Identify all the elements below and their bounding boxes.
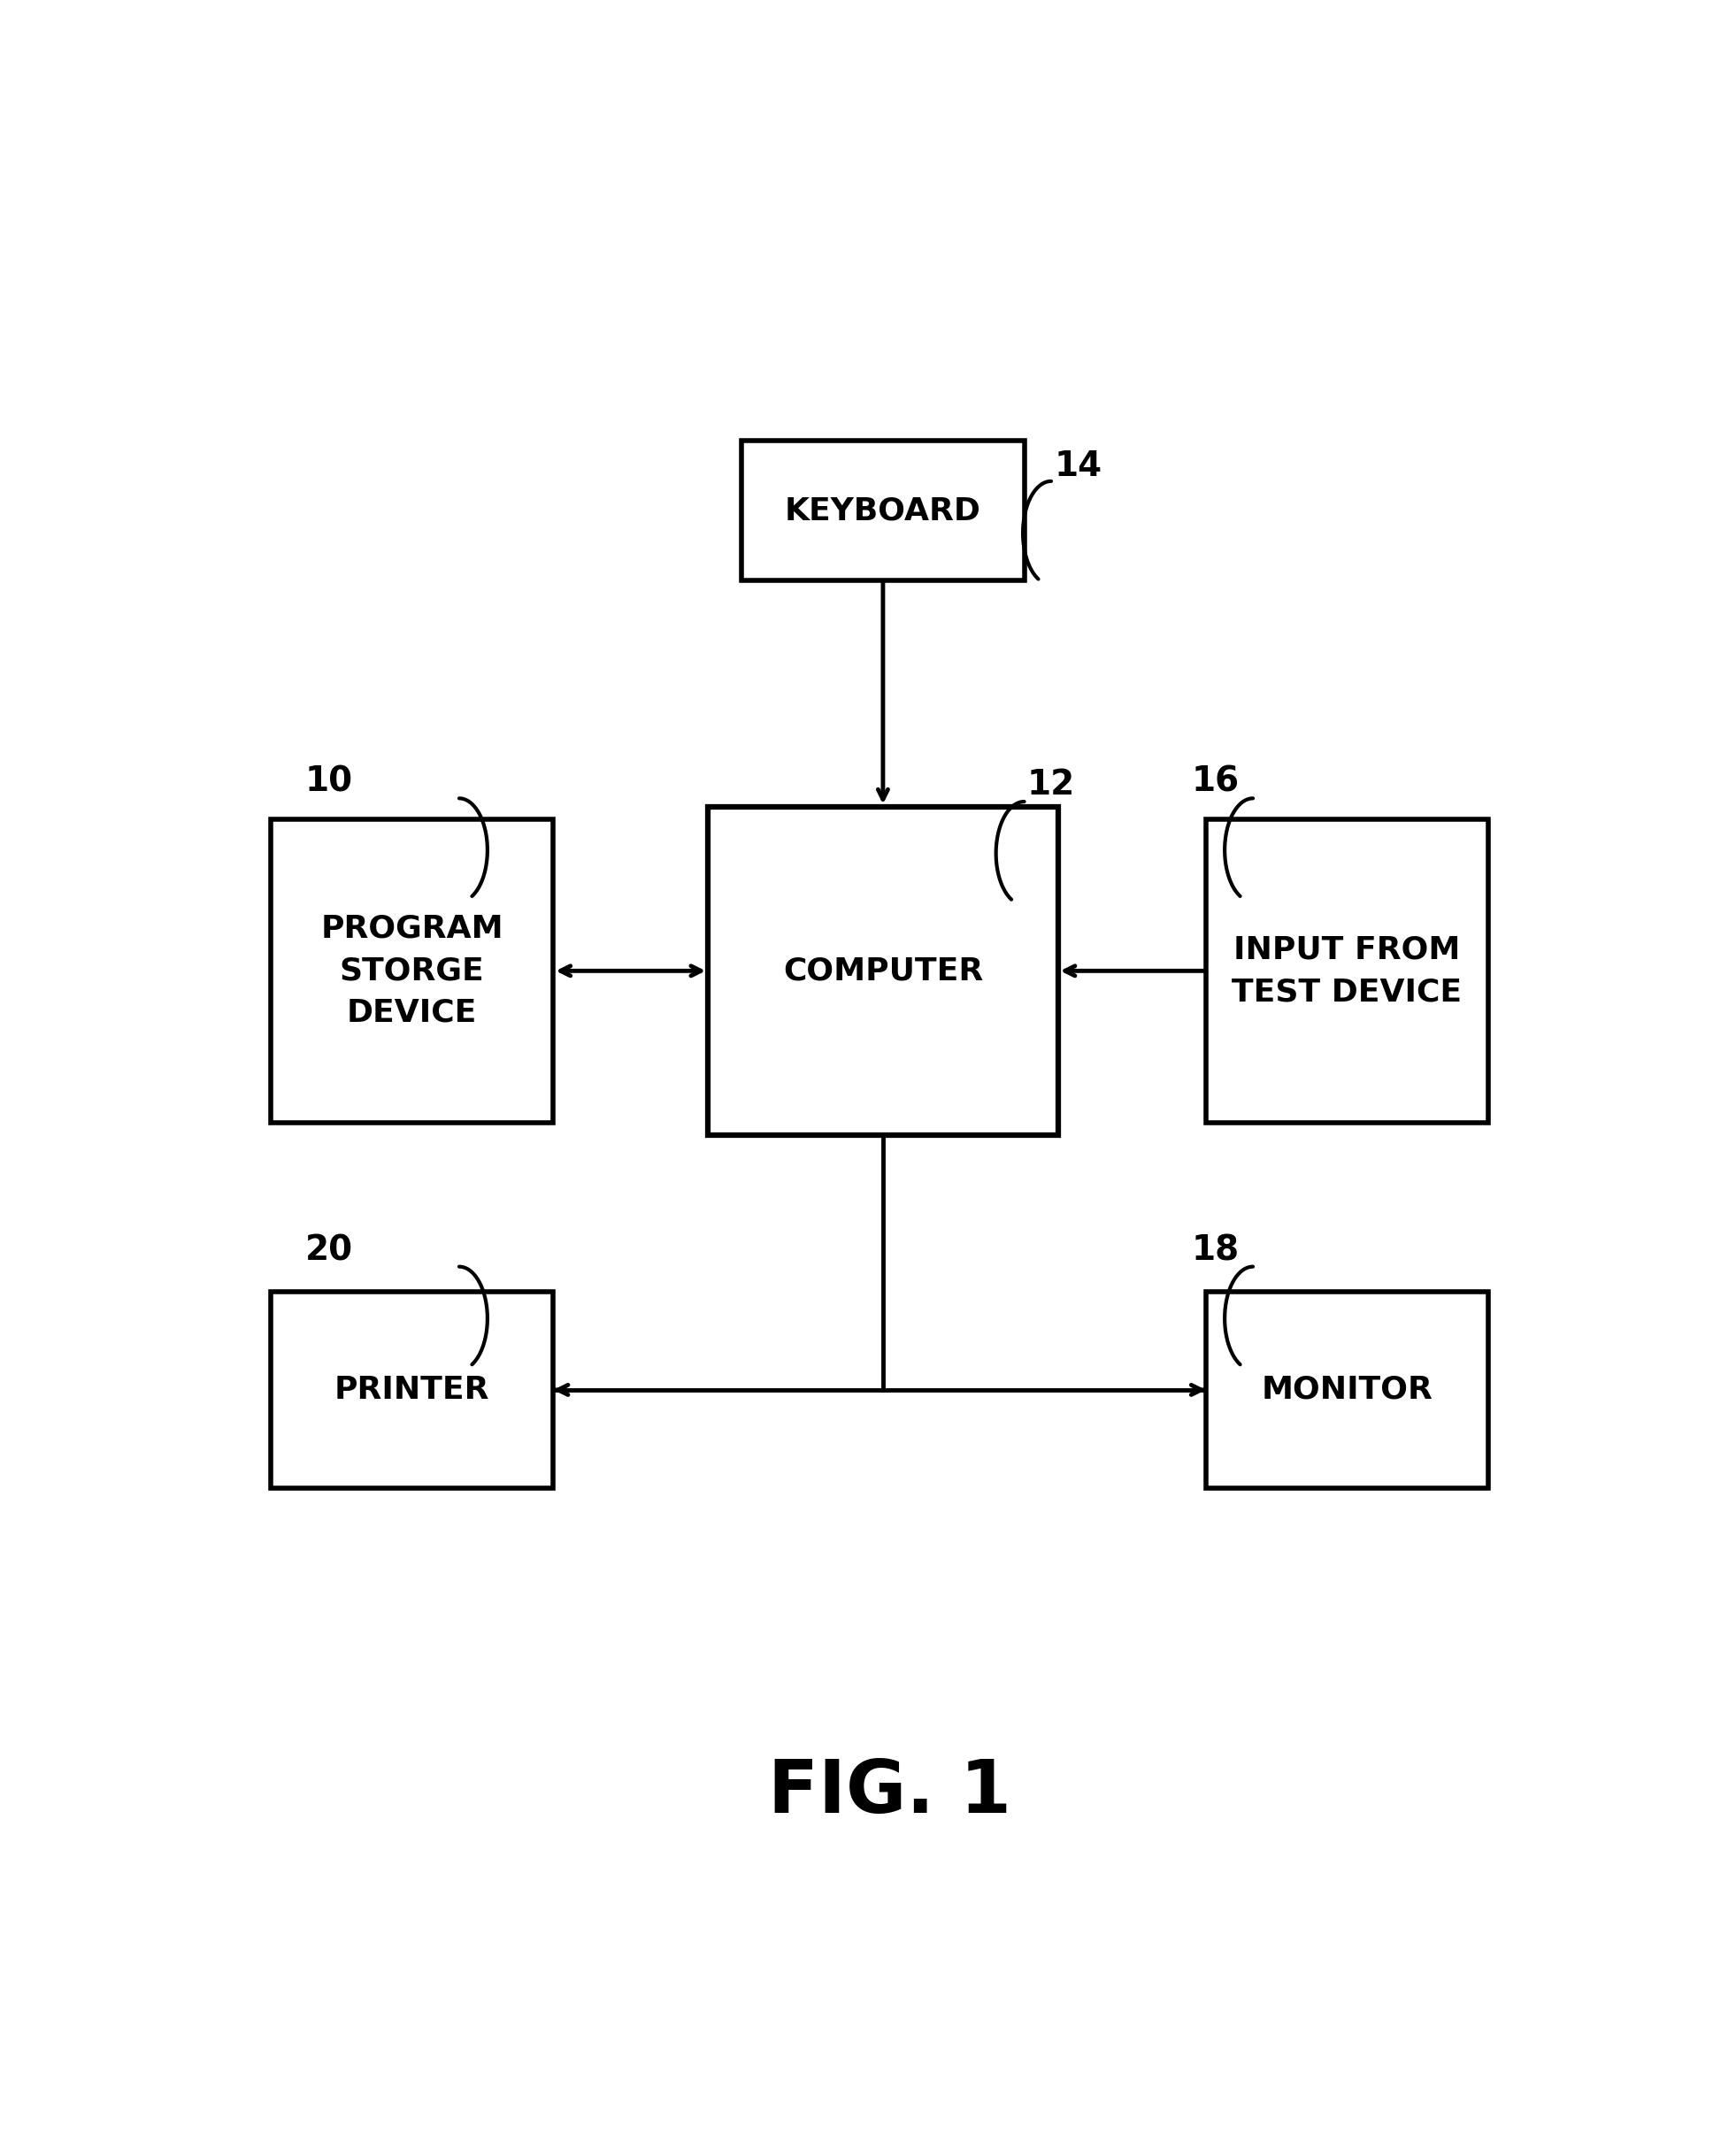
Text: MONITOR: MONITOR <box>1262 1374 1432 1404</box>
Bar <box>271 819 554 1122</box>
Text: FIG. 1: FIG. 1 <box>767 1756 1012 1829</box>
Text: PRINTER: PRINTER <box>335 1374 490 1404</box>
Bar <box>1207 819 1488 1122</box>
Bar <box>708 807 1057 1135</box>
Text: 20: 20 <box>306 1233 352 1268</box>
Text: INPUT FROM
TEST DEVICE: INPUT FROM TEST DEVICE <box>1233 935 1462 1007</box>
Text: COMPUTER: COMPUTER <box>783 956 983 986</box>
Text: 14: 14 <box>1054 450 1102 482</box>
Bar <box>271 1291 554 1490</box>
Text: PROGRAM
STORGE
DEVICE: PROGRAM STORGE DEVICE <box>321 913 503 1029</box>
Bar <box>741 442 1024 580</box>
Text: 16: 16 <box>1191 766 1240 798</box>
Text: KEYBOARD: KEYBOARD <box>785 495 981 525</box>
Text: 12: 12 <box>1028 768 1075 802</box>
Bar <box>1207 1291 1488 1490</box>
Text: 18: 18 <box>1191 1233 1240 1268</box>
Text: 10: 10 <box>306 766 352 798</box>
